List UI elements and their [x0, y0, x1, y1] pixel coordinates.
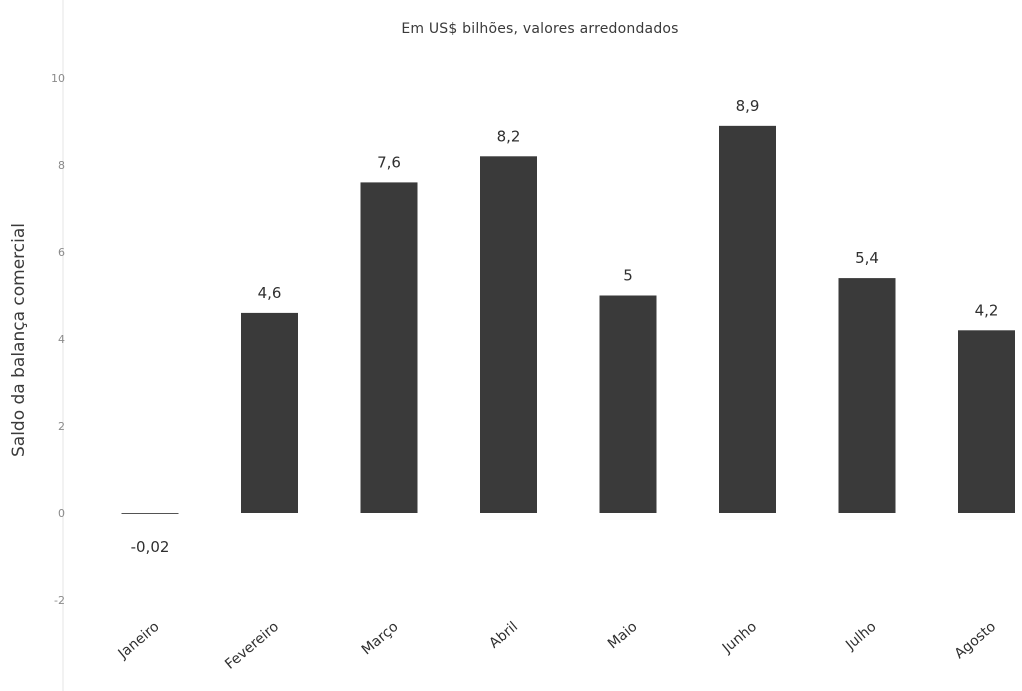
data-label: 5	[623, 267, 633, 285]
y-tick-label: 8	[58, 159, 65, 172]
bar	[599, 295, 657, 513]
bar	[241, 312, 298, 513]
data-label: 5,4	[855, 249, 879, 267]
x-tick-label: Julho	[842, 619, 879, 654]
bar	[958, 330, 1015, 513]
x-tick-label: Janeiro	[115, 619, 163, 663]
x-tick-label: Junho	[719, 619, 760, 657]
value-labels-group: -0,02 4,6 7,6 8,2 5 8,9 5,4 4,2	[131, 97, 999, 556]
data-label: 4,6	[258, 284, 282, 302]
x-tick-label: Agosto	[952, 619, 999, 662]
x-tick-label: Maio	[605, 619, 641, 653]
y-tick-label: 2	[58, 420, 65, 433]
y-tick-label: 6	[58, 246, 65, 259]
bar	[719, 125, 776, 513]
x-tick-label: Março	[359, 619, 402, 658]
bar	[838, 278, 896, 513]
y-axis-ticks: -2 0 2 4 6 8 10	[51, 72, 65, 607]
y-tick-label: 10	[51, 72, 65, 85]
data-label: 8,9	[736, 97, 760, 115]
bar	[121, 513, 179, 514]
category-labels-group: Janeiro Fevereiro Março Abril Maio Junho Julho…	[115, 619, 999, 673]
data-label: 7,6	[377, 153, 401, 171]
data-label: 4,2	[975, 301, 999, 319]
y-axis-label: Saldo da balança comercial	[9, 223, 29, 457]
x-tick-label: Fevereiro	[222, 619, 282, 673]
y-tick-label: -2	[54, 594, 65, 607]
y-tick-label: 0	[58, 507, 65, 520]
data-label: 8,2	[497, 127, 521, 145]
chart-subtitle: Em US$ bilhões, valores arredondados	[401, 21, 678, 37]
bar	[360, 182, 418, 513]
bar	[480, 156, 537, 514]
y-tick-label: 4	[58, 333, 65, 346]
bars-group	[121, 125, 1015, 514]
x-tick-label: Abril	[486, 619, 521, 652]
data-label: -0,02	[131, 538, 170, 556]
